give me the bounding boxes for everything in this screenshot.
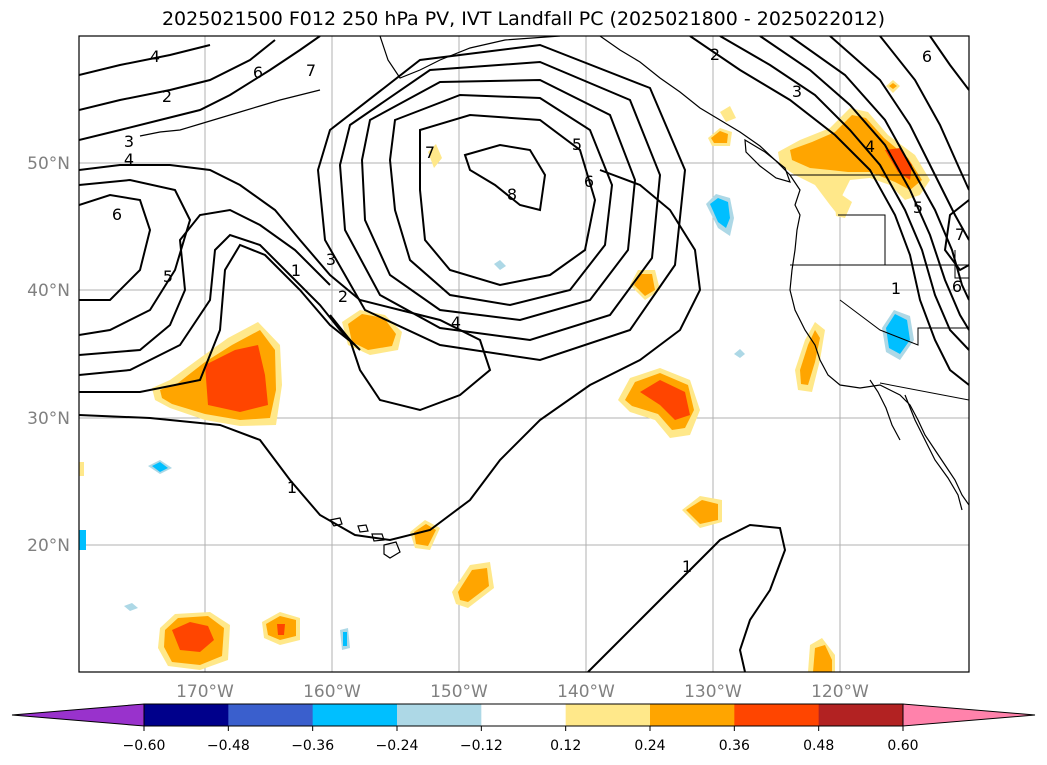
colorbar-segment	[565, 704, 651, 726]
colorbar-segment	[397, 704, 482, 726]
ivt-positive-area	[800, 330, 820, 385]
lon-label-160w: 160°W	[303, 682, 361, 702]
ivt-negative-area	[494, 260, 506, 270]
contour-label: 5	[913, 198, 923, 217]
contour-label: 3	[792, 82, 802, 101]
contour-label: 7	[425, 143, 435, 162]
contour-label: 4	[150, 47, 160, 66]
ivt-positive-area	[640, 380, 690, 420]
lon-label-170w: 170°W	[176, 682, 234, 702]
contour-label: 3	[124, 132, 134, 151]
ivt-negative-area	[886, 314, 910, 354]
colorbar-segment	[481, 704, 567, 726]
contour-label: 1	[682, 557, 692, 576]
colorbar-extend-low	[11, 703, 145, 727]
ivt-positive-area	[813, 645, 832, 672]
lat-label-40: 40°N	[27, 281, 70, 301]
contour-label: 8	[507, 185, 517, 204]
latitude-labels: 50°N 40°N 30°N 20°N	[27, 154, 70, 556]
ivt-positive-area	[79, 462, 84, 476]
colorbar-tick-labels: −0.60 −0.48 −0.36 −0.24 −0.12 0.12 0.24 0.36 0.4…	[123, 726, 919, 754]
ivt-negative-area	[152, 462, 168, 472]
colorbar-tick-label: 0.36	[719, 738, 750, 754]
colorbar-segment	[818, 704, 904, 726]
colorbar-tick-label: −0.48	[207, 738, 250, 754]
ivt-negative-area	[79, 530, 86, 550]
colorbar-tick-label: −0.24	[376, 738, 419, 754]
contour-label: 4	[865, 137, 875, 156]
ivt-negative-area	[734, 349, 745, 358]
contour-label: 6	[584, 172, 594, 191]
lon-label-140w: 140°W	[557, 682, 615, 702]
lon-label-120w: 120°W	[811, 682, 869, 702]
ivt-negative-area	[710, 198, 730, 228]
contour-label: 1	[287, 478, 297, 497]
lon-label-150w: 150°W	[430, 682, 488, 702]
pv-contours	[79, 36, 969, 672]
ivt-negative-area	[124, 603, 138, 611]
colorbar-frame	[143, 703, 904, 727]
colorbar-tick-label: 0.24	[634, 738, 665, 754]
ivt-positive-area	[205, 345, 268, 412]
ivt-positive-area	[790, 115, 922, 190]
contour-label: 6	[952, 277, 962, 296]
ivt-positive-area	[686, 500, 718, 524]
map-frame	[78, 35, 970, 673]
ivt-positive-area	[889, 83, 897, 89]
colorbar-tick-label: 0.60	[887, 738, 918, 754]
contour-label: 3	[326, 250, 336, 269]
ivt-shading	[79, 80, 930, 672]
contour-label: 2	[338, 287, 348, 306]
colorbar-tick-label: 0.12	[550, 738, 581, 754]
colorbar-tick-label: −0.12	[460, 738, 503, 754]
contour-label: 6	[922, 47, 932, 66]
lat-label-50: 50°N	[27, 154, 70, 174]
contour-label: 6	[112, 205, 122, 224]
contour-label: 5	[163, 267, 173, 286]
colorbar-tick-label: 0.48	[803, 738, 834, 754]
ivt-positive-area	[172, 622, 214, 652]
contour-label: 5	[572, 135, 582, 154]
colorbar-segment	[228, 704, 314, 726]
contour-label: 1	[891, 279, 901, 298]
contour-label: 2	[162, 87, 172, 106]
contour-label: 7	[955, 225, 965, 244]
colorbar-segment	[144, 704, 229, 726]
contour-label: 2	[710, 45, 720, 64]
ivt-positive-area	[348, 314, 396, 350]
colorbar	[11, 703, 1036, 727]
ivt-positive-area	[711, 131, 728, 143]
ivt-positive-area	[458, 568, 489, 602]
colorbar-segment	[734, 704, 820, 726]
lat-label-30: 30°N	[27, 409, 70, 429]
contour-label: 4	[451, 313, 461, 332]
map-title: 2025021500 F012 250 hPa PV, IVT Landfall…	[161, 8, 886, 30]
colorbar-segment	[650, 704, 735, 726]
coastlines	[139, 36, 969, 559]
contour-label: 4	[124, 150, 134, 169]
contour-label: 6	[253, 63, 263, 82]
contour-label: 1	[291, 261, 301, 280]
ivt-positive-area	[835, 195, 852, 218]
lon-label-130w: 130°W	[684, 682, 742, 702]
colorbar-extend-high	[902, 703, 1036, 727]
contour-label: 7	[306, 61, 316, 80]
colorbar-segment	[312, 704, 398, 726]
ivt-positive-area	[277, 624, 285, 635]
colorbar-tick-label: −0.36	[291, 738, 334, 754]
colorbar-tick-label: −0.60	[123, 738, 166, 754]
ivt-positive-area	[720, 106, 736, 122]
ivt-positive-area	[428, 144, 442, 168]
longitude-labels: 170°W 160°W 150°W 140°W 130°W 120°W	[176, 682, 869, 702]
ivt-positive-area	[634, 274, 655, 296]
lat-label-20: 20°N	[27, 536, 70, 556]
ivt-negative-area	[343, 632, 347, 646]
